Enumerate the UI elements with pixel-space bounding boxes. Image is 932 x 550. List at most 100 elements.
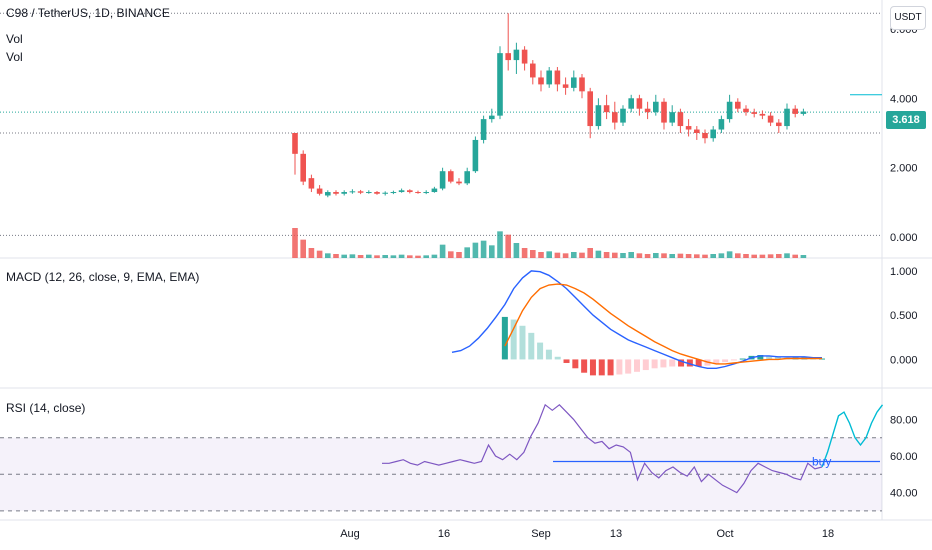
price-tick-label: 4.000 xyxy=(890,93,918,105)
macd-title[interactable]: MACD (12, 26, close, 9, EMA, EMA) xyxy=(6,270,200,284)
volume-bar xyxy=(644,254,651,258)
volume-bar xyxy=(439,244,446,258)
volume-bar xyxy=(464,247,470,258)
candle-body xyxy=(407,190,413,193)
macd-histogram-bar xyxy=(563,359,570,363)
candle-body xyxy=(513,49,520,61)
volume-bar xyxy=(513,243,520,258)
volume-bar xyxy=(694,254,700,258)
rsi-tick-label: 40.00 xyxy=(890,488,918,500)
macd-histogram-bar xyxy=(730,359,737,361)
volume-label-secondary[interactable]: Vol xyxy=(6,50,23,64)
volume-bar xyxy=(669,254,675,258)
volume-bar xyxy=(661,253,667,258)
time-tick-label: 16 xyxy=(438,528,450,540)
candle-body xyxy=(448,171,454,182)
time-tick-label: 18 xyxy=(822,528,834,540)
candle-body xyxy=(579,77,585,92)
price-tick-label: 2.000 xyxy=(890,163,918,175)
candle-body xyxy=(726,101,733,120)
volume-bar xyxy=(546,251,552,258)
candle-body xyxy=(587,91,593,127)
macd-tick-label: 0.500 xyxy=(890,310,918,322)
symbol-title[interactable]: C98 / TetherUS, 1D, BINANCE xyxy=(6,6,170,20)
volume-bar xyxy=(333,254,339,258)
macd-histogram-bar xyxy=(554,356,561,360)
volume-bar xyxy=(579,252,585,258)
candle-body xyxy=(784,108,790,127)
candle-body xyxy=(521,49,528,64)
candle-body xyxy=(669,112,675,123)
volume-bar xyxy=(390,255,397,258)
volume-bar xyxy=(423,255,429,258)
candle-body xyxy=(349,191,356,193)
volume-bar xyxy=(521,248,528,258)
volume-bar xyxy=(792,254,798,258)
rsi-title[interactable]: RSI (14, close) xyxy=(6,401,86,415)
time-tick-label: Sep xyxy=(531,528,551,540)
volume-bar xyxy=(456,252,462,258)
volume-bar xyxy=(800,255,807,258)
macd-histogram-bar xyxy=(766,355,773,360)
price-pane[interactable] xyxy=(0,12,882,236)
macd-histogram-bar xyxy=(598,359,605,376)
candle-body xyxy=(546,70,552,85)
volume-bar xyxy=(677,253,684,258)
volume-pane xyxy=(292,228,807,258)
candle-body xyxy=(759,113,766,116)
price-tick-label: 0.000 xyxy=(890,232,918,244)
macd-pane[interactable] xyxy=(451,270,825,376)
candle-body xyxy=(792,108,798,114)
candle-body xyxy=(489,115,495,120)
macd-histogram-bar xyxy=(757,355,764,360)
currency-badge[interactable]: USDT xyxy=(890,6,926,30)
volume-bar xyxy=(366,254,372,258)
candle-body xyxy=(325,192,331,196)
volume-bar xyxy=(636,253,643,258)
volume-bar xyxy=(776,254,782,258)
volume-bar xyxy=(415,255,421,258)
candle-body xyxy=(415,192,421,194)
volume-bar xyxy=(300,239,306,258)
macd-histogram-bar xyxy=(589,359,596,376)
candle-body xyxy=(390,192,397,194)
volume-bar xyxy=(554,252,561,258)
candle-body xyxy=(374,192,380,194)
macd-histogram-bar xyxy=(651,359,658,369)
macd-histogram-bar xyxy=(713,359,720,364)
rsi-pane[interactable]: buy xyxy=(0,403,884,512)
candle-body xyxy=(538,77,544,85)
volume-bar xyxy=(489,245,495,258)
macd-histogram-bar xyxy=(572,359,579,369)
macd-signal-line xyxy=(504,283,822,365)
macd-histogram-bar xyxy=(669,359,676,367)
candle-body xyxy=(595,105,602,127)
candle-body xyxy=(341,192,347,194)
volume-label[interactable]: Vol xyxy=(6,32,23,46)
volume-bar xyxy=(292,228,298,258)
candle-body xyxy=(439,171,446,189)
candle-body xyxy=(620,108,626,123)
volume-bar xyxy=(480,240,487,258)
volume-bar xyxy=(595,250,602,258)
candle-body xyxy=(456,181,462,184)
volume-bar xyxy=(759,254,766,258)
volume-bar xyxy=(726,251,733,258)
candle-body xyxy=(431,188,438,193)
volume-bar xyxy=(735,253,741,258)
candle-body xyxy=(530,63,536,78)
candle-body xyxy=(366,192,372,194)
rsi-projection-line xyxy=(821,404,884,468)
macd-histogram-bar xyxy=(537,342,544,360)
volume-bar xyxy=(587,248,593,258)
rsi-tick-label: 80.00 xyxy=(890,414,918,426)
macd-histogram-bar xyxy=(686,359,693,367)
volume-bar xyxy=(341,254,347,258)
candle-body xyxy=(743,108,749,113)
macd-histogram-bar xyxy=(642,359,649,371)
volume-bar xyxy=(743,254,749,258)
volume-bar xyxy=(382,255,388,258)
macd-histogram-bar xyxy=(774,356,781,360)
candle-body xyxy=(661,101,667,123)
